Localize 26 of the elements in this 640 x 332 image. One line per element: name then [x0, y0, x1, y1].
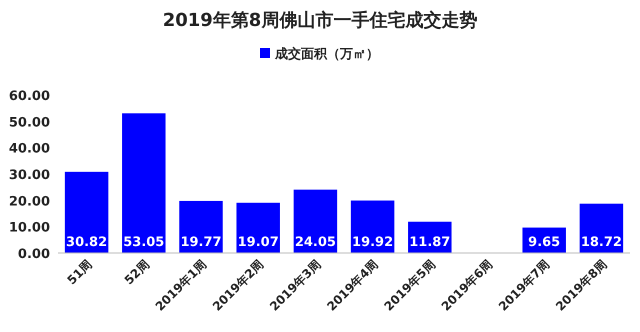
data-label: 19.92: [352, 235, 394, 250]
x-tick-label: 52周: [122, 257, 152, 288]
data-label: 18.72: [580, 235, 622, 250]
y-tick-label: 20.00: [8, 194, 50, 210]
data-label: 24.05: [294, 235, 336, 250]
bar: [179, 200, 223, 253]
y-tick-label: 10.00: [8, 220, 50, 236]
data-label: 19.07: [238, 235, 279, 250]
bar: [580, 204, 624, 253]
y-tick-label: 60.00: [8, 89, 50, 104]
bar: [294, 190, 338, 253]
data-label: 53.05: [123, 235, 164, 250]
data-label: 30.82: [66, 235, 108, 250]
y-tick-label: 50.00: [8, 115, 50, 130]
y-tick-label: 0.00: [18, 247, 50, 262]
bar: [122, 113, 166, 253]
data-label: 19.77: [180, 235, 222, 250]
y-tick-label: 30.00: [8, 168, 50, 183]
bar: [64, 172, 108, 253]
data-label: 11.87: [409, 235, 450, 250]
chart-title: 2019年第8周佛山市一手住宅成交走势: [162, 10, 478, 31]
x-tick-label: 51周: [64, 257, 95, 288]
data-label: 9.65: [528, 235, 560, 250]
bar: [350, 200, 394, 253]
y-tick-label: 40.00: [8, 142, 50, 157]
legend-label: 成交面积（万㎡）: [274, 46, 379, 62]
